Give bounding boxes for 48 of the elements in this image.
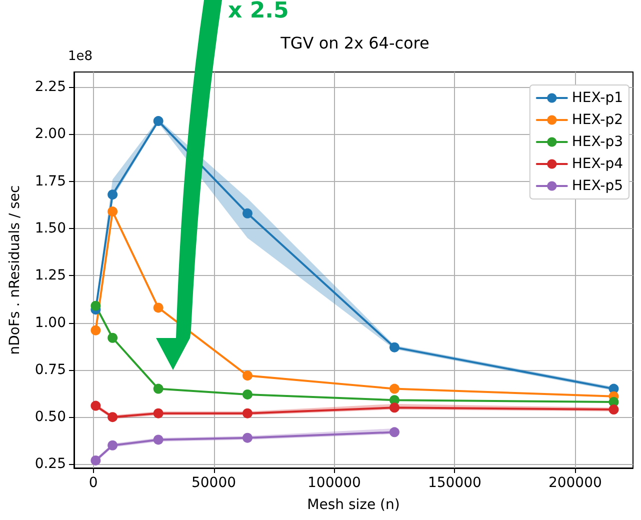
point xyxy=(108,332,118,343)
x-tick-label: 150000 xyxy=(428,475,482,491)
legend-label: HEX-p3 xyxy=(572,134,624,150)
x-tick-label: 50000 xyxy=(191,475,236,491)
point xyxy=(108,190,118,200)
y-tick-label: 2.00 xyxy=(34,126,66,142)
text: 1e8 xyxy=(68,49,93,64)
point xyxy=(242,370,252,381)
x-tick-label: 100000 xyxy=(308,475,361,491)
point xyxy=(608,404,619,415)
point xyxy=(108,412,118,422)
point xyxy=(389,402,400,413)
legend-label: HEX-p5 xyxy=(572,178,624,194)
point xyxy=(153,384,164,394)
point xyxy=(153,408,164,418)
point xyxy=(90,455,101,466)
point xyxy=(389,384,400,394)
y-tick-label: 0.75 xyxy=(34,362,66,378)
point xyxy=(242,208,252,218)
y-tick-label: 0.50 xyxy=(34,409,66,426)
x-axis-title: Mesh size (n) xyxy=(307,497,400,513)
y-tick-label: 1.50 xyxy=(34,220,66,237)
y-tick-label: 1.00 xyxy=(34,314,66,331)
y-tick-label: 0.25 xyxy=(34,456,66,472)
x-tick-label: 0 xyxy=(88,475,98,491)
y-axis-title: nDoFs . nResiduals / sec xyxy=(7,185,23,355)
point xyxy=(242,389,252,400)
point xyxy=(108,440,118,450)
point xyxy=(389,342,400,352)
x-tick-label: 200000 xyxy=(548,475,602,491)
y-tick-label: 2.25 xyxy=(34,79,66,96)
legend-label: HEX-p4 xyxy=(572,156,624,172)
point xyxy=(242,432,252,443)
point xyxy=(242,408,252,418)
point xyxy=(90,400,101,411)
point xyxy=(108,206,118,217)
point xyxy=(90,325,101,336)
point xyxy=(153,434,164,445)
chart-title: TGV on 2x 64-core xyxy=(280,34,430,52)
point xyxy=(153,116,164,126)
point xyxy=(389,427,400,438)
y-tick-label: 1.75 xyxy=(34,173,66,190)
y-tick-label: 1.25 xyxy=(34,268,66,284)
point xyxy=(90,300,101,311)
text: x 2.5 xyxy=(228,0,289,24)
point xyxy=(153,302,164,313)
legend-label: HEX-p2 xyxy=(572,112,624,128)
legend-label: HEX-p1 xyxy=(572,90,624,106)
